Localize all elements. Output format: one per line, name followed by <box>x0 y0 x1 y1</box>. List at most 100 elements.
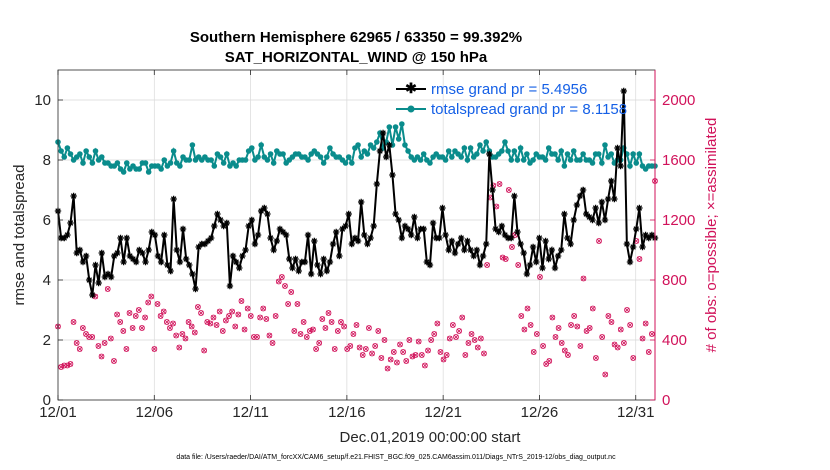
obs-possible-point <box>328 319 335 325</box>
obs-assimilated-point <box>127 310 132 316</box>
rmse-point <box>201 240 209 248</box>
obs-assimilated-point <box>232 324 238 329</box>
obs-possible-point <box>204 319 211 325</box>
obs-possible-point <box>163 319 170 325</box>
totalspread-point <box>320 160 327 166</box>
totalspread-point <box>327 145 333 151</box>
y-right-tick-label: 400 <box>662 332 687 349</box>
rmse-point <box>195 243 202 251</box>
obs-possible-point <box>375 328 382 334</box>
obs-possible-point <box>617 326 624 333</box>
x-tick-label: 12/11 <box>232 404 268 421</box>
obs-possible-point <box>509 244 515 250</box>
rmse-point <box>92 261 99 269</box>
rmse-point <box>464 237 471 245</box>
obs-possible-point <box>288 289 295 295</box>
obs-possible-point <box>67 361 74 367</box>
rmse-point <box>476 261 484 269</box>
rmse-point <box>423 258 431 266</box>
obs-assimilated-point <box>397 342 403 347</box>
obs-possible-point <box>558 340 565 346</box>
rmse-point <box>164 261 171 269</box>
obs-assimilated-point <box>559 340 565 346</box>
rmse-point <box>292 255 299 263</box>
obs-assimilated-point <box>136 307 142 313</box>
obs-possible-point <box>101 340 108 346</box>
obs-assimilated-point <box>192 330 198 335</box>
obs-possible-point <box>524 305 531 312</box>
obs-possible-point <box>213 322 220 328</box>
obs-possible-point <box>160 308 167 315</box>
obs-possible-point <box>108 335 114 342</box>
y-right-tick-label: 1600 <box>662 152 695 169</box>
obs-possible-point <box>555 325 562 331</box>
obs-assimilated-point <box>459 315 465 320</box>
obs-possible-point <box>344 346 351 352</box>
obs-possible-point <box>621 340 627 346</box>
obs-possible-point <box>325 310 332 316</box>
rmse-point <box>364 240 371 248</box>
obs-possible-point <box>310 326 316 333</box>
rmse-point <box>351 234 359 242</box>
obs-assimilated-point <box>347 343 353 349</box>
totalspread-point <box>608 151 615 157</box>
obs-possible-point <box>313 346 319 352</box>
rmse-point <box>311 237 318 245</box>
totalspread-point <box>364 151 371 157</box>
totalspread-point <box>305 157 311 163</box>
obs-possible-point <box>132 313 139 319</box>
totalspread-point <box>61 154 68 160</box>
totalspread-point <box>505 148 511 154</box>
rmse-point <box>211 222 218 230</box>
rmse-point <box>323 267 331 275</box>
obs-possible-point <box>269 340 276 346</box>
obs-possible-point <box>624 307 630 313</box>
obs-assimilated-point <box>316 340 322 346</box>
totalspread-point <box>577 157 583 163</box>
rmse-point <box>289 264 296 272</box>
obs-assimilated-point <box>229 309 235 314</box>
obs-possible-point <box>400 349 406 355</box>
obs-possible-point <box>216 308 223 315</box>
obs-possible-point <box>589 305 596 312</box>
obs-assimilated-point <box>74 340 80 346</box>
obs-possible-point <box>219 328 226 334</box>
rmse-point <box>429 219 437 227</box>
obs-possible-point <box>195 304 201 310</box>
rmse-point <box>82 252 90 260</box>
obs-assimilated-point <box>382 337 387 343</box>
obs-possible-point <box>282 283 288 289</box>
totalspread-point <box>186 157 193 163</box>
obs-assimilated-point <box>528 322 534 328</box>
obs-possible-point <box>527 322 534 328</box>
rmse-point <box>320 255 327 263</box>
obs-possible-point <box>157 313 164 319</box>
rmse-point <box>154 252 162 260</box>
rmse-point <box>161 231 168 239</box>
rmse-point <box>639 243 646 251</box>
totalspread-point <box>542 157 549 163</box>
obs-possible-point <box>387 356 394 363</box>
obs-assimilated-point <box>307 328 313 334</box>
totalspread-point <box>445 148 452 154</box>
rmse-point <box>207 234 215 242</box>
obs-assimilated-point <box>450 322 456 328</box>
rmse-point <box>189 270 196 278</box>
totalspread-point <box>280 151 286 157</box>
legend-spread-marker <box>407 105 415 113</box>
obs-possible-point <box>179 331 186 337</box>
totalspread-point <box>248 145 255 151</box>
totalspread-point <box>395 136 402 142</box>
obs-assimilated-point <box>469 331 475 337</box>
obs-possible-point <box>95 343 102 349</box>
obs-assimilated-point <box>431 331 437 337</box>
rmse-point <box>129 255 137 263</box>
obs-possible-point <box>257 314 263 321</box>
totalspread-point <box>211 163 218 169</box>
obs-possible-point <box>83 331 89 337</box>
rmse-point <box>301 258 309 266</box>
obs-assimilated-point <box>322 325 328 331</box>
obs-assimilated-point <box>531 349 537 355</box>
obs-possible-point <box>565 352 571 358</box>
